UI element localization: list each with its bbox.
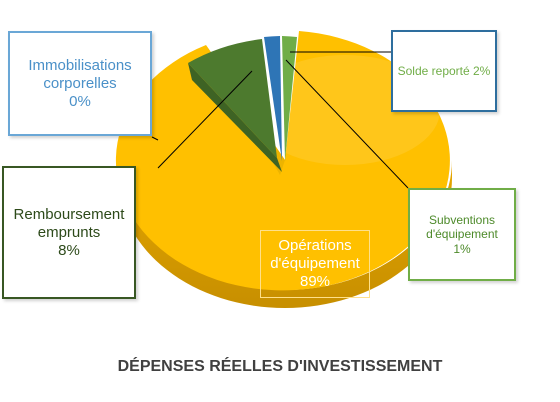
label-immobilisations-line1: Immobilisations bbox=[28, 56, 132, 74]
slice-remboursement-side bbox=[188, 63, 282, 172]
label-remboursement: Remboursement emprunts 8% bbox=[2, 166, 136, 299]
label-remboursement-pct: 8% bbox=[58, 241, 80, 259]
label-operations-line1: Opérations bbox=[278, 237, 352, 254]
label-immobilisations-line2: corporelles bbox=[43, 74, 117, 92]
label-subventions-line2: d'équipement bbox=[426, 227, 498, 242]
label-operations-line2: d'équipement bbox=[270, 255, 360, 272]
leader-immobilisations bbox=[151, 136, 159, 141]
label-remboursement-line1: Remboursement bbox=[13, 205, 125, 223]
chart-title: DÉPENSES RÉELLES D'INVESTISSEMENT bbox=[117, 358, 443, 375]
label-immobilisations-pct: 0% bbox=[69, 92, 91, 110]
label-subventions: Subventions d'équipement 1% bbox=[408, 188, 516, 281]
label-solde-reporte: Solde reporté 2% bbox=[391, 30, 497, 112]
label-subventions-line1: Subventions bbox=[428, 212, 496, 227]
label-solde-line1: Solde reporté 2% bbox=[397, 63, 491, 78]
label-operations: Opérations d'équipement 89% bbox=[260, 230, 370, 298]
leader-remboursement bbox=[157, 70, 253, 169]
label-remboursement-line2: emprunts bbox=[37, 223, 101, 241]
slice-remboursement bbox=[188, 39, 277, 158]
label-immobilisations: Immobilisations corporelles 0% bbox=[8, 31, 152, 136]
leader-subventions bbox=[285, 59, 409, 189]
label-subventions-pct: 1% bbox=[453, 241, 471, 256]
label-operations-pct: 89% bbox=[299, 273, 331, 290]
slice-immobilisations bbox=[264, 36, 282, 161]
